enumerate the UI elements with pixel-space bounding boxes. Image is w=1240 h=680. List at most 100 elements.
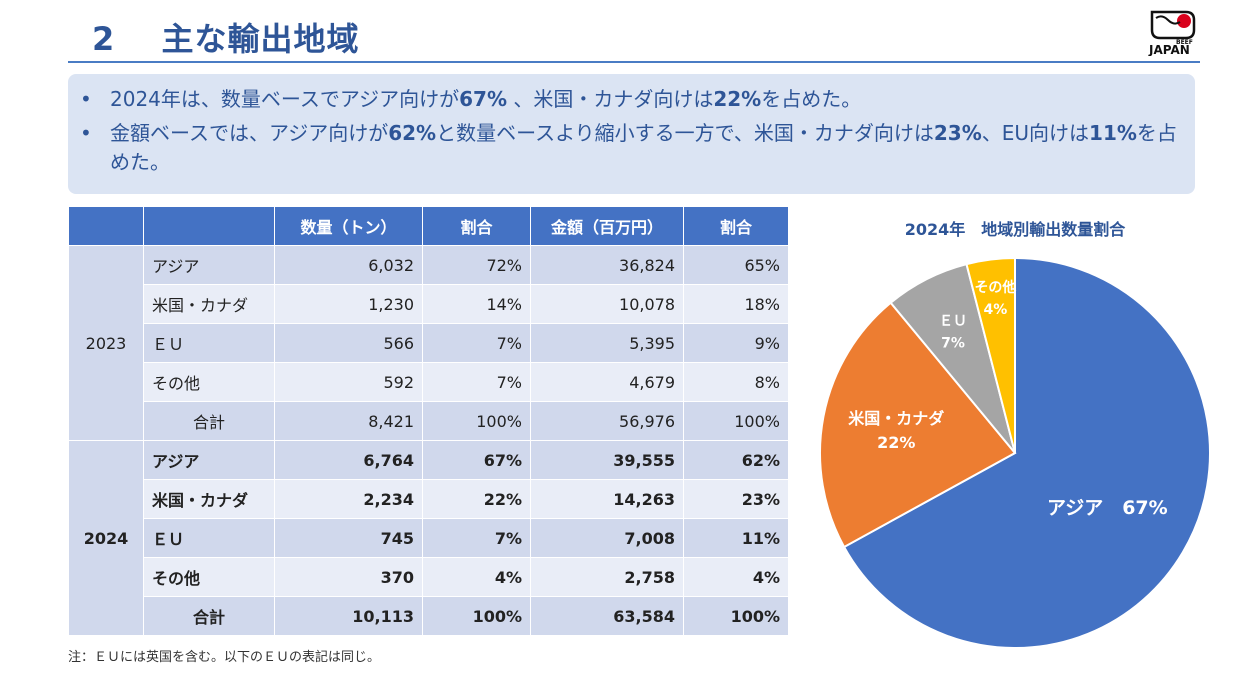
table-row: ＥＵ 566 7% 5,395 9% (69, 323, 789, 363)
pie-chart-svg: アジア 67% 米国・カナダ 22% ＥＵ 7%その他 4% (819, 256, 1211, 649)
quantity-cell: 8,421 (274, 401, 423, 441)
table-group-2023: 2023 アジア 6,032 72% 36,824 65% 米国・カナダ 1,230 14% 10… (68, 245, 789, 441)
table-row: 米国・カナダ 1,230 14% 10,078 18% (69, 284, 789, 324)
highlight-value: 11% (1089, 121, 1137, 145)
value-cell: 56,976 (530, 401, 684, 441)
value-share-cell: 4% (683, 557, 789, 597)
value-cell: 5,395 (530, 323, 684, 363)
highlight-value: 67% (459, 87, 507, 111)
value-share-cell: 8% (683, 362, 789, 402)
beef-japan-logo: BEEF JAPAN (1148, 10, 1196, 56)
value-share-cell: 62% (683, 440, 789, 480)
value-cell: 14,263 (530, 479, 684, 519)
pie-slice (965, 256, 1016, 454)
pie-data-label: その他 4% (974, 279, 1016, 318)
footnote: 注：ＥＵには英国を含む。以下のＥＵの表記は同じ。 (68, 650, 381, 665)
table-row: 2023 アジア 6,032 72% 36,824 65% (68, 245, 789, 441)
section-number: 2 (92, 20, 116, 58)
region-cell: 合計 (143, 596, 275, 636)
value-cell: 10,078 (530, 284, 684, 324)
table-row: その他 370 4% 2,758 4% (69, 557, 789, 597)
value-share-cell: 100% (683, 401, 789, 441)
bullet-text: 、EU向けは (981, 121, 1090, 145)
value-cell: 2,758 (530, 557, 684, 597)
pie-slice (819, 301, 1017, 549)
highlight-value: 22% (713, 87, 762, 111)
quantity-cell: 370 (274, 557, 423, 597)
quantity-cell: 6,032 (274, 245, 423, 285)
region-cell: 米国・カナダ (143, 479, 275, 519)
logo-japan-text: JAPAN (1148, 43, 1190, 56)
region-cell: ＥＵ (143, 323, 275, 363)
quantity-cell: 10,113 (274, 596, 423, 636)
highlight-value: 62% (388, 121, 437, 145)
quantity-cell: 745 (274, 518, 423, 558)
quantity-share-cell: 7% (422, 362, 531, 402)
value-share-cell: 11% (683, 518, 789, 558)
value-share-cell: 100% (683, 596, 789, 636)
value-cell: 36,824 (530, 245, 684, 285)
section-title: 主な輸出地域 (161, 20, 360, 58)
bullet-text: 、米国・カナダ向けは (506, 87, 714, 111)
quantity-cell: 566 (274, 323, 423, 363)
table-row: 2024 アジア 6,764 67% 39,555 62% (68, 440, 789, 636)
value-share-cell: 9% (683, 323, 789, 363)
summary-box: 2024年は、数量ベースでアジア向けが67% 、米国・カナダ向けは22%を占めた… (68, 74, 1195, 194)
year-cell: 2023 (68, 245, 144, 441)
header-quantity: 数量（トン） (274, 206, 423, 246)
header-year (68, 206, 144, 246)
quantity-share-cell: 72% (422, 245, 531, 285)
value-share-cell: 65% (683, 245, 789, 285)
bullet-text: を占めた。 (761, 87, 862, 111)
chart-title: 2024年 地域別輸出数量割合 (904, 220, 1126, 239)
value-share-cell: 18% (683, 284, 789, 324)
quantity-cell: 2,234 (274, 479, 423, 519)
page-title: 2 主な輸出地域 (92, 14, 360, 60)
table-header-row: 数量（トン） 割合 金額（百万円） 割合 (68, 206, 789, 246)
highlight-value: 23% (933, 121, 982, 145)
pie-data-label: 米国・カナダ 22% (848, 409, 944, 452)
value-cell: 39,555 (530, 440, 684, 480)
region-cell: その他 (143, 557, 275, 597)
region-cell: その他 (143, 362, 275, 402)
pie-data-label: ＥＵ 7% (939, 313, 967, 351)
export-region-table: 数量（トン） 割合 金額（百万円） 割合 2023 アジア 6,032 72% 36,8… (68, 206, 789, 636)
quantity-share-cell: 100% (422, 401, 531, 441)
region-cell: ＥＵ (143, 518, 275, 558)
summary-bullet: 金額ベースでは、アジア向けが62%と数量ベースより縮小する一方で、米国・カナダ向… (80, 119, 1195, 177)
quantity-share-cell: 67% (422, 440, 531, 480)
header-value-share: 割合 (683, 206, 789, 246)
quantity-share-cell: 4% (422, 557, 531, 597)
bullet-text: と数量ベースより縮小する一方で、米国・カナダ向けは (436, 121, 934, 145)
year-cell: 2024 (68, 440, 144, 636)
value-cell: 4,679 (530, 362, 684, 402)
table-group-2024: 2024 アジア 6,764 67% 39,555 62% 米国・カナダ 2,234 22% 14… (68, 440, 789, 636)
quantity-share-cell: 14% (422, 284, 531, 324)
bullet-text: 金額ベースでは、アジア向けが (110, 121, 389, 145)
value-cell: 7,008 (530, 518, 684, 558)
bullet-text: 2024年は、数量ベースでアジア向けが (110, 87, 460, 111)
title-divider (68, 61, 1200, 63)
table-row: 合計 8,421 100% 56,976 100% (69, 401, 789, 441)
quantity-share-cell: 7% (422, 518, 531, 558)
table-row: 米国・カナダ 2,234 22% 14,263 23% (69, 479, 789, 519)
summary-list: 2024年は、数量ベースでアジア向けが67% 、米国・カナダ向けは22%を占めた… (68, 74, 1195, 177)
quantity-cell: 6,764 (274, 440, 423, 480)
logo-beef-text: BEEF (1176, 39, 1193, 46)
region-cell: アジア (143, 245, 275, 285)
pie-chart: 2024年 地域別輸出数量割合 アジア 67% 米国・カナダ 22% ＥＵ 7% その他 4… (800, 205, 1230, 665)
header-quantity-share: 割合 (422, 206, 531, 246)
quantity-share-cell: 100% (422, 596, 531, 636)
quantity-share-cell: 22% (422, 479, 531, 519)
value-cell: 63,584 (530, 596, 684, 636)
region-cell: 合計 (143, 401, 275, 441)
quantity-cell: 1,230 (274, 284, 423, 324)
value-share-cell: 23% (683, 479, 789, 519)
summary-bullet: 2024年は、数量ベースでアジア向けが67% 、米国・カナダ向けは22%を占めた… (80, 85, 1195, 114)
pie-data-label: アジア 67% (1047, 497, 1168, 519)
header-value: 金額（百万円） (530, 206, 684, 246)
pie-slice (842, 256, 1211, 649)
quantity-share-cell: 7% (422, 323, 531, 363)
table-row: ＥＵ 745 7% 7,008 11% (69, 518, 789, 558)
header-region (143, 206, 275, 246)
